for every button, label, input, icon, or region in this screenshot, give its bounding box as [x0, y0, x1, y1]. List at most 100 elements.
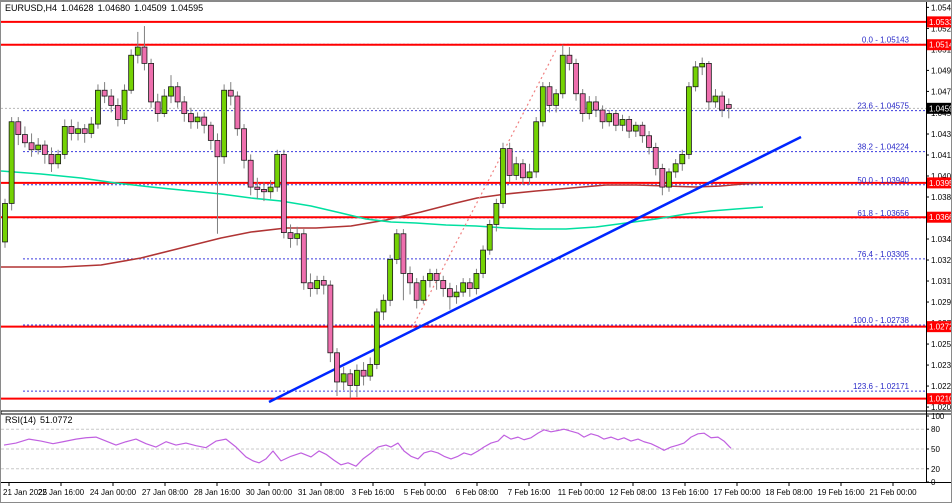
bearish-candle — [400, 233, 407, 274]
bullish-candle — [619, 119, 626, 126]
symbol-period-label: EURUSD,H4 — [5, 3, 58, 13]
low-value: 1.04509 — [134, 3, 167, 13]
bearish-candle — [446, 288, 453, 298]
bearish-candle — [307, 282, 314, 290]
fib-level-label: 23.6 - 1.04575 — [857, 102, 909, 111]
time-tick-label: 22 Jan 16:00 — [38, 488, 85, 497]
bearish-candle — [48, 154, 55, 165]
bearish-candle — [181, 101, 188, 114]
bearish-candle — [646, 135, 652, 148]
rsi-value: 51.0772 — [40, 415, 73, 425]
bearish-candle — [546, 86, 553, 106]
bullish-candle — [666, 171, 672, 188]
fib-level-label: 61.8 - 1.03656 — [857, 209, 909, 218]
ascending-trendline[interactable] — [268, 135, 802, 404]
bearish-candle — [599, 109, 606, 123]
rsi-tick-label: 80 — [931, 425, 940, 434]
rsi-tick-label: 100 — [931, 412, 945, 421]
bearish-candle — [214, 140, 221, 158]
current-price-flag — [927, 102, 951, 114]
bullish-candle — [35, 144, 42, 151]
panel-separator[interactable] — [1, 410, 952, 415]
bullish-candle — [134, 46, 141, 56]
price-tick-label: 1.04920 — [931, 66, 952, 75]
rsi-tick-label: 0 — [931, 478, 936, 487]
dotted-trendline[interactable] — [409, 47, 558, 333]
time-tick-label: 28 Jan 16:00 — [194, 488, 241, 497]
bearish-candle — [407, 273, 413, 284]
bullish-candle — [95, 89, 101, 125]
bullish-candle — [486, 224, 493, 251]
bullish-candle — [194, 116, 201, 123]
bullish-candle — [692, 66, 699, 88]
bearish-candle — [15, 121, 22, 135]
bullish-candle — [294, 233, 301, 239]
bearish-candle — [174, 86, 181, 103]
price-tick-label: 1.05280 — [931, 24, 952, 33]
fib-level-label: 123.6 - 1.02171 — [853, 382, 910, 391]
bullish-candle — [121, 89, 128, 120]
time-tick-label: 31 Jan 08:00 — [298, 488, 345, 497]
time-tick-label: 21 Jan 2025 — [3, 488, 48, 497]
time-tick-label: 24 Jan 00:00 — [90, 488, 137, 497]
fib-level-label: 38.2 - 1.04224 — [857, 143, 909, 152]
bullish-candle — [500, 148, 506, 204]
level-price-flag — [927, 177, 951, 189]
bullish-candle — [2, 203, 8, 243]
bullish-candle — [8, 121, 15, 204]
bearish-candle — [68, 126, 75, 134]
rsi-indicator-label: RSI(14) 51.0772 — [5, 415, 77, 425]
bullish-candle — [679, 154, 686, 165]
bearish-candle — [234, 95, 241, 130]
bullish-candle — [267, 186, 274, 193]
high-value: 1.04680 — [97, 3, 131, 13]
time-tick-label: 21 Feb 00:00 — [869, 488, 917, 497]
bullish-candle — [460, 282, 467, 293]
level-price-flag — [927, 393, 951, 405]
chart-title: EURUSD,H4 1.04628 1.04680 1.04509 1.04595 — [5, 3, 207, 13]
price-tick-label: 1.03115 — [931, 277, 952, 286]
level-price-flag — [927, 211, 951, 223]
bullish-candle — [427, 273, 433, 281]
bullish-candle — [526, 171, 533, 179]
bullish-candle — [161, 95, 168, 114]
price-flag-label: 1.04595 — [929, 104, 952, 113]
bullish-candle — [380, 299, 387, 313]
rsi-tick-label: 20 — [931, 465, 940, 474]
price-tick-label: 1.04740 — [931, 87, 952, 96]
bearish-candle — [725, 104, 732, 109]
bullish-candle — [586, 101, 593, 114]
open-value: 1.04628 — [61, 3, 94, 13]
price-flag-label: 1.05336 — [929, 18, 952, 27]
fib-level-label: 0.0 - 1.05143 — [862, 35, 910, 44]
bearish-candle — [28, 142, 35, 151]
price-tick-label: 1.02395 — [931, 361, 952, 370]
bullish-candle — [393, 233, 400, 260]
bullish-candle — [61, 126, 68, 155]
level-price-flag — [927, 16, 951, 28]
time-tick-label: 12 Feb 08:00 — [609, 488, 657, 497]
bearish-candle — [81, 128, 88, 134]
bearish-candle — [566, 54, 573, 64]
bearish-candle — [108, 95, 115, 106]
bullish-candle — [168, 86, 174, 97]
time-tick-label: 19 Feb 16:00 — [817, 488, 865, 497]
bearish-candle — [347, 373, 354, 386]
bearish-candle — [579, 93, 586, 114]
level-price-flag — [927, 321, 951, 333]
fib-level-label: 50.0 - 1.03940 — [857, 176, 909, 185]
time-tick-label: 30 Jan 00:00 — [246, 488, 293, 497]
bearish-candle — [360, 369, 367, 377]
bearish-candle — [41, 144, 48, 155]
price-tick-label: 1.03475 — [931, 235, 952, 244]
bearish-candle — [241, 128, 247, 161]
bearish-candle — [154, 101, 161, 114]
bullish-candle — [88, 123, 95, 134]
moving-average-fast-line — [1, 170, 764, 230]
time-tick-label: 6 Feb 08:00 — [456, 488, 499, 497]
close-value: 1.04595 — [170, 3, 204, 13]
price-tick-label: 1.04375 — [931, 130, 952, 139]
price-tick-label: 1.05460 — [931, 3, 952, 12]
